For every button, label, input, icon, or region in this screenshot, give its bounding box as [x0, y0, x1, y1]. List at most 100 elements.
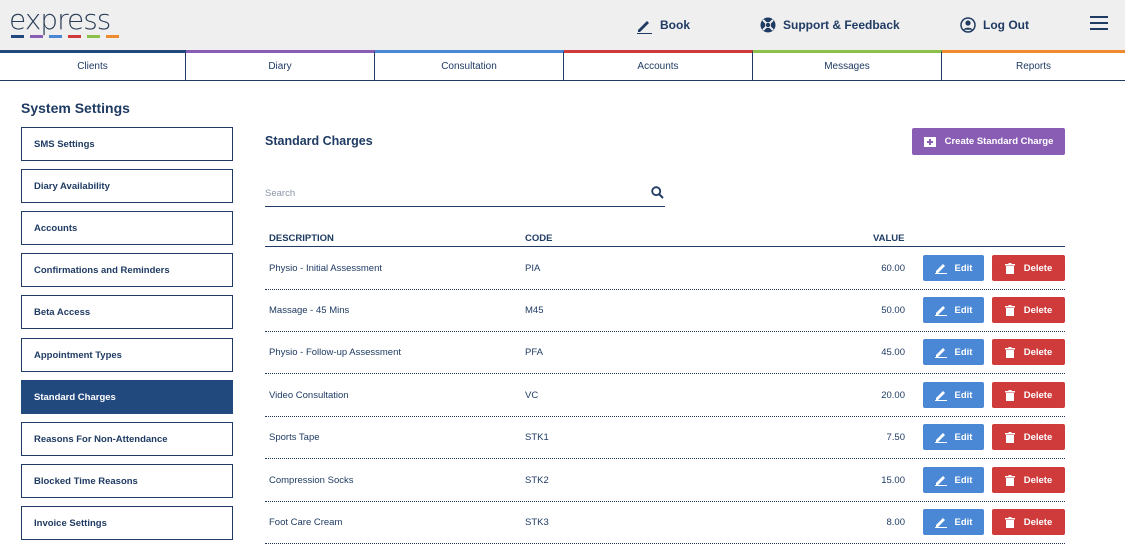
trash-icon	[1004, 389, 1015, 401]
book-button[interactable]: Book	[636, 14, 690, 36]
delete-label: Delete	[1023, 431, 1053, 443]
sidebar-item-non-attendance-reasons[interactable]: Reasons For Non-Attendance	[21, 422, 233, 456]
edit-button[interactable]: Edit	[923, 467, 984, 493]
edit-label: Edit	[954, 389, 973, 401]
pencil-icon	[934, 433, 947, 443]
hamburger-menu-icon[interactable]	[1090, 16, 1108, 32]
delete-button[interactable]: Delete	[992, 424, 1065, 450]
logo-stripe	[106, 35, 119, 38]
charge-description: Physio - Follow-up Assessment	[269, 347, 401, 358]
charge-value: 7.50	[886, 432, 906, 443]
sidebar-item-invoice-settings[interactable]: Invoice Settings	[21, 506, 233, 540]
edit-label: Edit	[954, 346, 973, 358]
trash-icon	[1004, 431, 1015, 443]
sidebar-item-standard-charges[interactable]: Standard Charges	[21, 380, 233, 414]
table-row: Video Consultation VC 20.00 Edit Delete	[265, 375, 1065, 417]
charge-code: PIA	[525, 263, 541, 274]
trash-icon	[1004, 346, 1015, 358]
table-row: Physio - Initial Assessment PIA 60.00 Ed…	[265, 248, 1065, 290]
charge-code: STK3	[525, 517, 549, 528]
sidebar-item-beta-access[interactable]: Beta Access	[21, 295, 233, 329]
edit-button[interactable]: Edit	[923, 424, 984, 450]
sidebar-item-blocked-time-reasons[interactable]: Blocked Time Reasons	[21, 464, 233, 498]
logo-text: express	[9, 3, 111, 36]
charge-description: Massage - 45 Mins	[269, 305, 350, 316]
charge-value: 50.00	[881, 305, 905, 316]
charge-code: M45	[525, 305, 544, 316]
sidebar-item-diary-availability[interactable]: Diary Availability	[21, 169, 233, 203]
trash-icon	[1004, 474, 1015, 486]
logo-stripe	[30, 35, 43, 38]
charge-description: Foot Care Cream	[269, 517, 343, 528]
table-header-divider	[265, 246, 1065, 247]
edit-label: Edit	[954, 431, 973, 443]
charge-code: STK1	[525, 432, 549, 443]
charge-value: 20.00	[881, 390, 905, 401]
delete-button[interactable]: Delete	[992, 339, 1065, 365]
charge-code: STK2	[525, 475, 549, 486]
delete-label: Delete	[1023, 516, 1053, 528]
logo-stripe	[11, 35, 24, 38]
tab-reports[interactable]: Reports	[942, 50, 1125, 81]
table-row: Physio - Follow-up Assessment PFA 45.00 …	[265, 332, 1065, 374]
support-label: Support & Feedback	[783, 18, 900, 32]
charge-value: 8.00	[886, 517, 906, 528]
charge-description: Video Consultation	[269, 390, 349, 401]
tab-clients[interactable]: Clients	[0, 50, 186, 81]
tab-diary[interactable]: Diary	[186, 50, 375, 81]
charge-value: 45.00	[881, 347, 905, 358]
tab-accounts[interactable]: Accounts	[564, 50, 753, 81]
pencil-icon	[934, 348, 947, 358]
delete-label: Delete	[1023, 346, 1053, 358]
charge-description: Physio - Initial Assessment	[269, 263, 382, 274]
pencil-icon	[637, 20, 652, 34]
edit-label: Edit	[954, 262, 973, 274]
edit-button[interactable]: Edit	[923, 509, 984, 535]
delete-button[interactable]: Delete	[992, 509, 1065, 535]
delete-button[interactable]: Delete	[992, 467, 1065, 493]
logo-stripe	[49, 35, 62, 38]
edit-button[interactable]: Edit	[923, 382, 984, 408]
delete-label: Delete	[1023, 389, 1053, 401]
search-input[interactable]	[265, 184, 635, 202]
logo-stripe	[87, 35, 100, 38]
system-settings-title: System Settings	[21, 100, 130, 116]
page-title: Standard Charges	[265, 134, 373, 148]
sidebar-item-appointment-types[interactable]: Appointment Types	[21, 338, 233, 372]
delete-button[interactable]: Delete	[992, 382, 1065, 408]
delete-button[interactable]: Delete	[992, 255, 1065, 281]
table-row: Compression Socks STK2 15.00 Edit Delete	[265, 460, 1065, 502]
edit-button[interactable]: Edit	[923, 255, 984, 281]
logout-button[interactable]: Log Out	[960, 14, 1029, 36]
tab-messages[interactable]: Messages	[753, 50, 942, 81]
edit-button[interactable]: Edit	[923, 297, 984, 323]
top-header: express Book Support & Feedback Log Out	[0, 0, 1125, 50]
tab-consultation[interactable]: Consultation	[375, 50, 564, 81]
support-feedback-button[interactable]: Support & Feedback	[760, 14, 900, 36]
create-label: Create Standard Charge	[944, 136, 1054, 147]
express-logo[interactable]: express	[9, 4, 124, 42]
trash-icon	[1004, 516, 1015, 528]
pencil-icon	[934, 476, 947, 486]
table-row: Sports Tape STK1 7.50 Edit Delete	[265, 417, 1065, 459]
edit-label: Edit	[954, 474, 973, 486]
edit-label: Edit	[954, 304, 973, 316]
edit-button[interactable]: Edit	[923, 339, 984, 365]
sidebar-item-accounts[interactable]: Accounts	[21, 211, 233, 245]
sidebar-item-confirmations-reminders[interactable]: Confirmations and Reminders	[21, 253, 233, 287]
sidebar-item-sms-settings[interactable]: SMS Settings	[21, 127, 233, 161]
pencil-icon	[934, 518, 947, 528]
create-standard-charge-button[interactable]: Create Standard Charge	[912, 128, 1065, 155]
column-header-code: CODE	[525, 233, 553, 244]
pencil-icon	[934, 391, 947, 401]
charge-description: Compression Socks	[269, 475, 354, 486]
column-header-description: DESCRIPTION	[269, 233, 334, 244]
charge-description: Sports Tape	[269, 432, 320, 443]
search-bar	[265, 180, 665, 207]
charge-code: VC	[525, 390, 539, 401]
table-row: Massage - 45 Mins M45 50.00 Edit Delete	[265, 290, 1065, 332]
search-icon[interactable]	[651, 186, 664, 199]
delete-button[interactable]: Delete	[992, 297, 1065, 323]
pencil-icon	[934, 306, 947, 316]
edit-label: Edit	[954, 516, 973, 528]
